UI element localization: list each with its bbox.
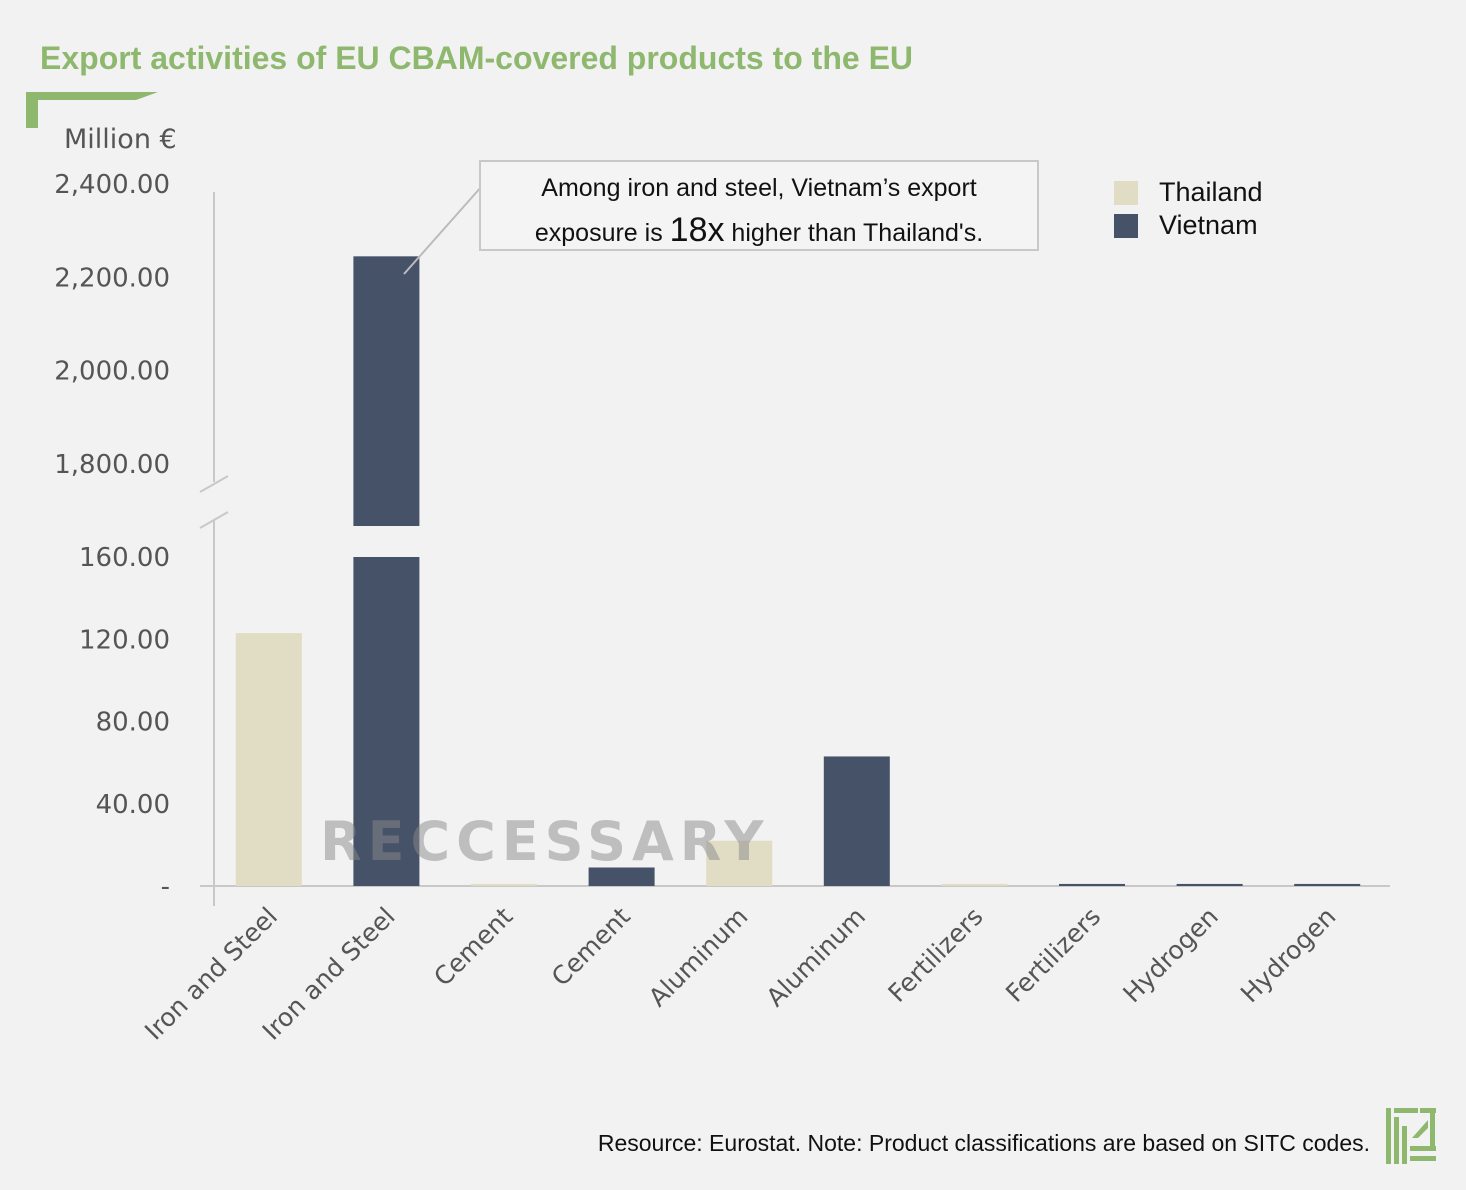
bar-thailand — [706, 840, 773, 886]
y-tick-label: 40.00 — [96, 790, 170, 820]
y-tick-label: 2,400.00 — [54, 170, 170, 200]
legend-item-thailand: Thailand — [1114, 176, 1263, 209]
watermark-text: RECCESSARY — [320, 810, 770, 873]
y-tick-label: 80.00 — [96, 708, 170, 738]
axis-break-mark-upper — [199, 475, 229, 493]
bar-vietnam — [1059, 883, 1125, 886]
x-tick-label: Cement — [546, 902, 636, 992]
bar-vietnam-lower-segment — [353, 557, 420, 886]
bar-vietnam — [1176, 883, 1243, 886]
legend-item-vietnam: Vietnam — [1114, 209, 1263, 242]
bar-vietnam — [823, 756, 890, 886]
axis-break-mark-lower — [199, 511, 229, 529]
y-tick-label: - — [161, 872, 170, 902]
bar-vietnam — [1294, 883, 1361, 886]
source-note: Resource: Eurostat. Note: Product classi… — [597, 1130, 1370, 1156]
legend-swatch-vietnam — [1114, 213, 1138, 238]
callout-line-1: Among iron and steel, Vietnam’s export — [541, 174, 977, 202]
callout-post: higher than Thailand's. — [724, 219, 984, 247]
x-tick-label: Aluminum — [761, 902, 871, 1012]
legend-swatch-thailand — [1114, 180, 1138, 205]
x-tick-label: Fertilizers — [882, 902, 988, 1008]
y-tick-label: 2,200.00 — [54, 263, 170, 293]
y-tick-label: 160.00 — [79, 543, 170, 573]
y-tick-label: 2,000.00 — [54, 357, 170, 387]
x-tick-label: Fertilizers — [1000, 902, 1106, 1008]
title-decoration — [26, 92, 158, 128]
callout-leader-line — [403, 185, 483, 275]
x-tick-label: Aluminum — [643, 902, 753, 1012]
chart-legend: Thailand Vietnam — [1114, 176, 1263, 242]
bar-thailand — [235, 633, 302, 886]
callout-line-2: exposure is 18x higher than Thailand's. — [481, 209, 1037, 254]
y-tick-label: 1,800.00 — [54, 450, 170, 480]
bar-chart: - 40.00 80.00 120.00 160.00 1,800.00 2,000.00 2… — [54, 170, 1390, 1046]
x-tick-label: Hydrogen — [1235, 902, 1341, 1008]
y-tick-label: 120.00 — [79, 625, 170, 655]
x-tick-label: Hydrogen — [1117, 902, 1223, 1008]
y-axis-unit-label: Million € — [64, 124, 177, 155]
chart-title: Export activities of EU CBAM-covered pro… — [40, 40, 914, 76]
bar-vietnam-upper-segment — [353, 256, 420, 526]
annotation-callout: Among iron and steel, Vietnam’s export e… — [479, 160, 1039, 251]
x-tick-label: Cement — [428, 902, 518, 992]
bar-thailand — [941, 883, 1008, 886]
bar-vietnam — [588, 867, 655, 886]
legend-label-vietnam: Vietnam — [1159, 210, 1258, 240]
bar-thailand — [471, 883, 537, 886]
legend-label-thailand: Thailand — [1159, 177, 1263, 207]
reccessary-logo-icon — [1386, 1108, 1436, 1164]
callout-pre: exposure is — [534, 219, 670, 247]
callout-multiplier: 18x — [669, 211, 725, 249]
